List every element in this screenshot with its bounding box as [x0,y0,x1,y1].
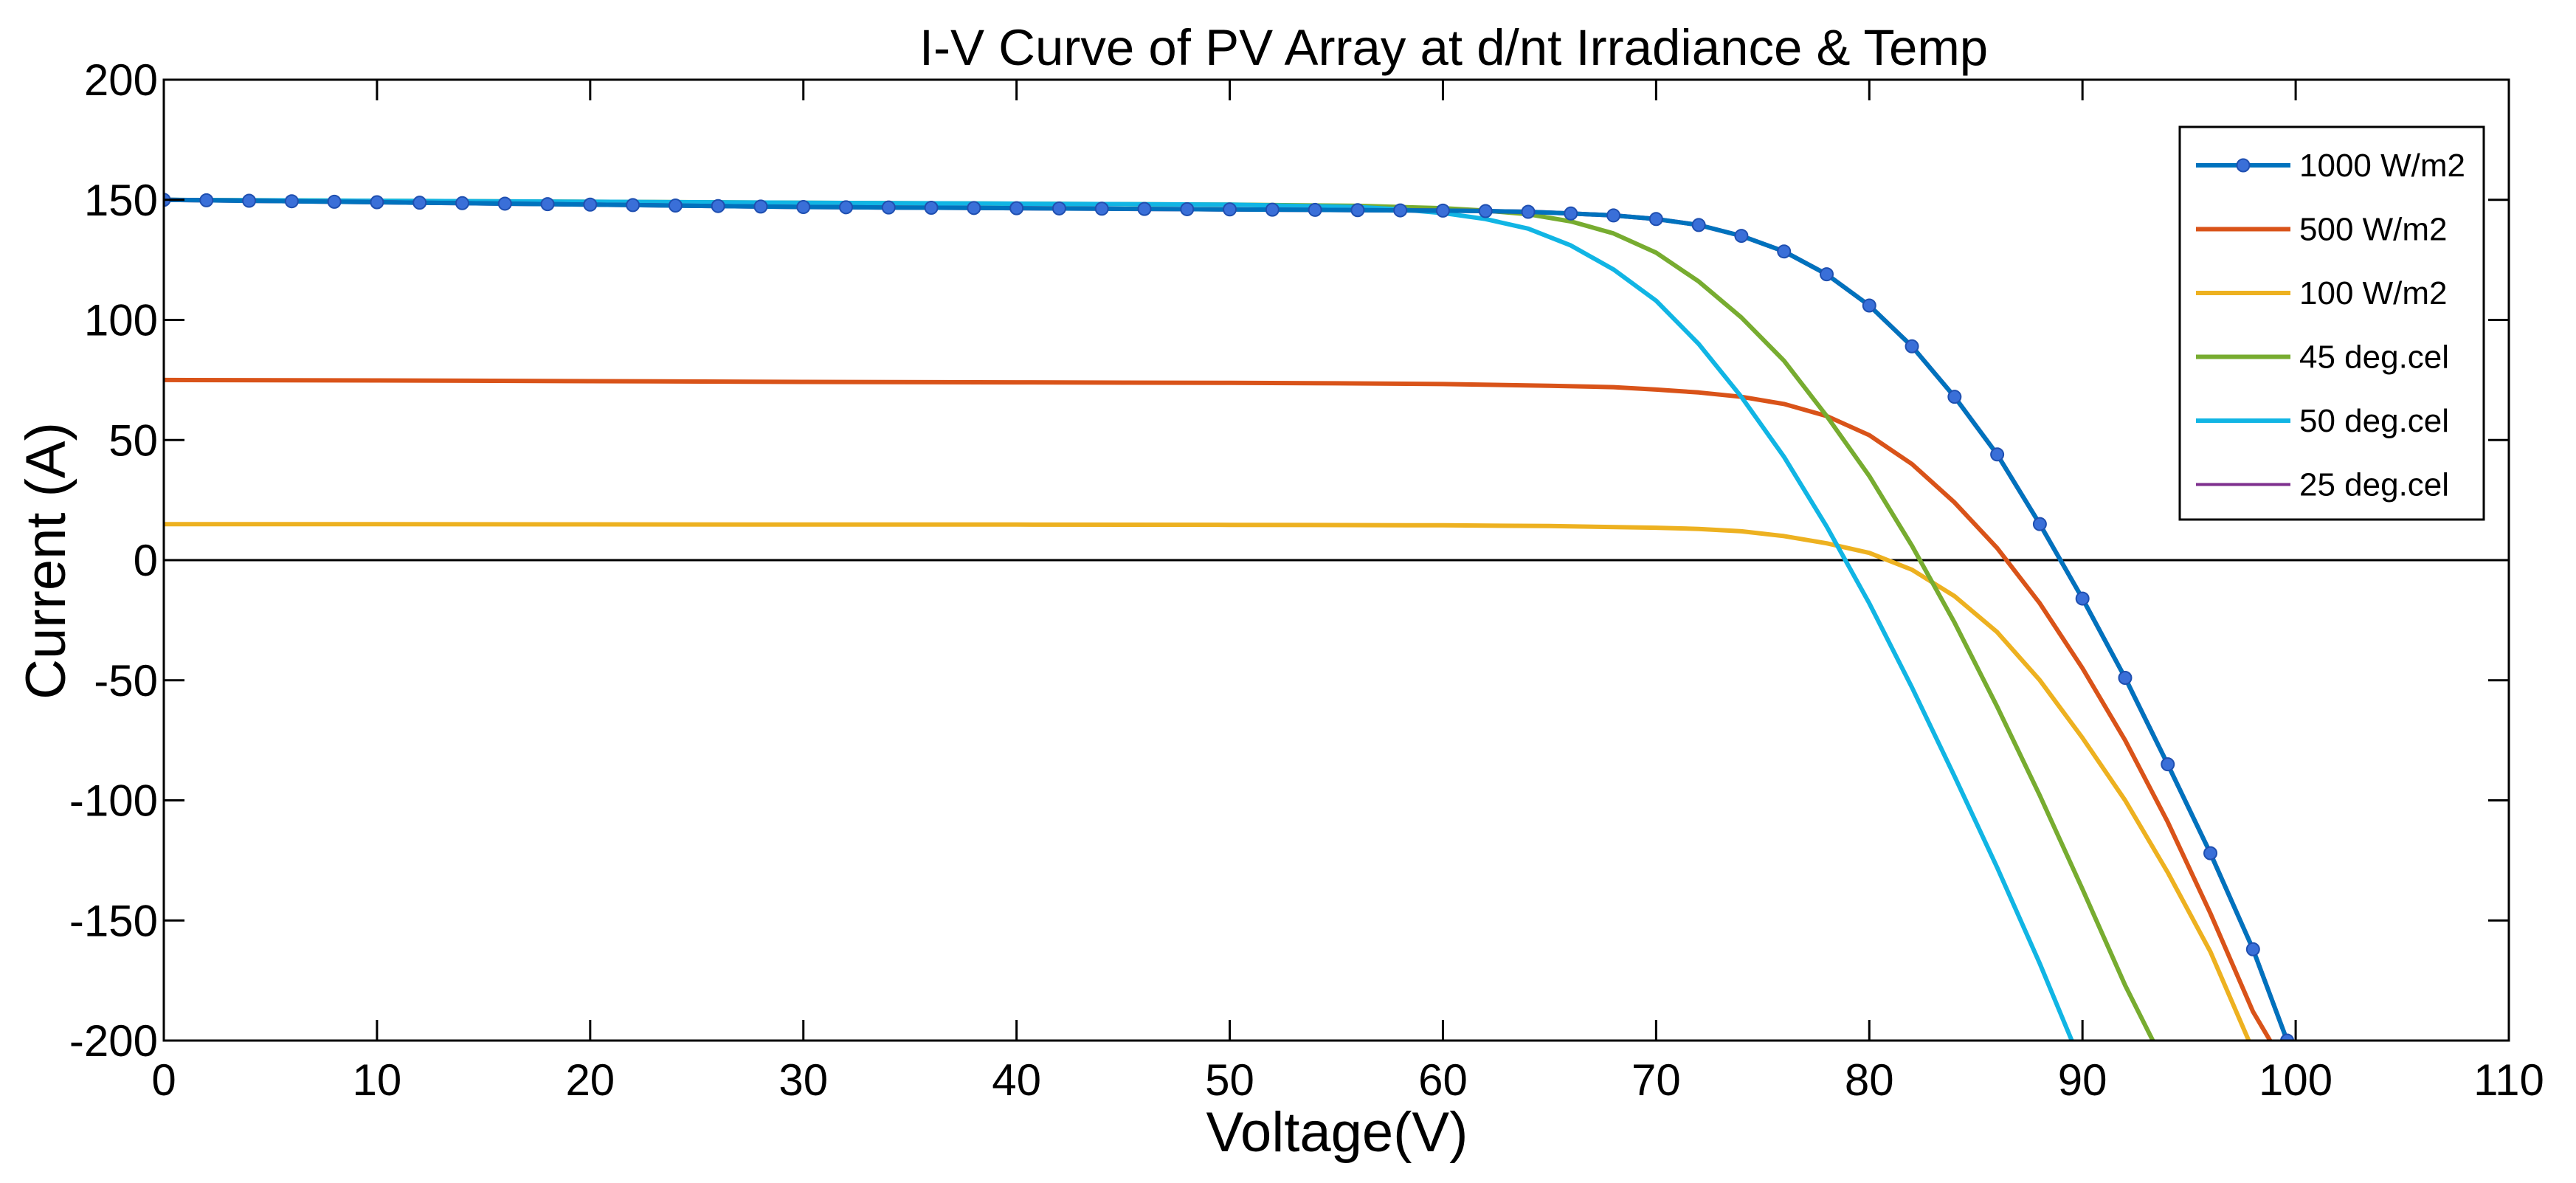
y-axis: -200 -150 -100 -50 0 50 100 150 200 [69,55,2509,1066]
data-point-marker [1777,244,1792,259]
data-point-marker [753,199,768,214]
x-tick-label: 0 [151,1055,176,1105]
data-point-marker [1137,201,1152,216]
data-point-marker [1094,201,1109,216]
x-tick-label: 30 [778,1055,828,1105]
y-tick-label: -200 [69,1016,158,1066]
data-point-marker [626,198,640,213]
data-point-marker [540,197,555,212]
data-point-marker [2203,846,2218,860]
data-point-marker [1648,212,1663,227]
y-tick-label: 100 [84,296,158,345]
legend-label: 1000 W/m2 [2299,148,2465,184]
x-axis-label: Voltage(V) [1206,1101,1468,1164]
data-point-marker [1947,390,1962,404]
legend-marker [2236,158,2251,173]
chart-title: I-V Curve of PV Array at d/nt Irradiance… [919,19,1988,76]
data-point-marker [242,193,257,208]
x-tick-label: 80 [1845,1055,1894,1105]
data-point-marker [2075,591,2090,606]
series-layer [164,193,2295,1041]
data-point-marker [839,200,854,215]
series-line-100-w-m2 [164,522,2251,1041]
data-point-marker [1009,201,1024,215]
x-tick-label: 70 [1631,1055,1681,1105]
series-line-50-deg-cel [164,197,2074,1041]
data-point-marker [1521,204,1536,219]
data-point-marker [1478,204,1493,218]
data-point-marker [1862,298,1876,313]
x-axis: 0 10 20 30 40 50 60 70 80 90 100 110 [151,80,2544,1105]
data-point-marker [1350,203,1365,218]
y-tick-label: -150 [69,896,158,945]
legend-label: 500 W/m2 [2299,212,2448,248]
data-point-marker [1393,203,1408,218]
data-point-marker [1691,218,1706,232]
data-point-marker [412,196,427,210]
data-point-marker [1223,202,1237,217]
data-point-marker [1435,203,1450,218]
x-tick-label: 50 [1205,1055,1254,1105]
series-line-500-w-m2 [164,377,2273,1041]
data-point-marker [1180,201,1195,216]
data-point-marker [668,199,683,213]
data-point-marker [1606,208,1621,223]
data-point-marker [1819,267,1834,282]
data-point-marker [1308,202,1322,217]
x-tick-label: 90 [2058,1055,2107,1105]
data-point-marker [327,194,342,209]
data-point-marker [2118,670,2133,685]
data-point-marker [284,194,299,209]
data-point-marker [711,199,725,213]
data-point-marker [497,196,512,211]
data-point-marker [1905,339,1919,353]
data-point-marker [1564,206,1578,221]
y-tick-label: 200 [84,55,158,105]
data-point-marker [2280,1033,2295,1041]
legend-box [2178,125,2485,521]
x-tick-label: 100 [2259,1055,2332,1105]
data-point-marker [924,200,939,215]
data-point-marker [583,197,598,212]
data-point-marker [2245,942,2260,956]
x-tick-label: 20 [565,1055,615,1105]
data-point-marker [2161,757,2175,772]
y-tick-label: -50 [94,656,158,706]
x-tick-label: 60 [1418,1055,1468,1105]
y-tick-label: 50 [108,415,158,465]
data-point-marker [796,200,811,215]
data-point-marker [455,196,469,210]
data-point-marker [1052,201,1066,215]
data-point-marker [199,193,214,207]
x-tick-label: 10 [353,1055,402,1105]
y-tick-label: -100 [69,776,158,826]
legend-label: 45 deg.cel [2299,339,2449,376]
data-point-marker [1265,202,1280,217]
data-point-marker [2032,517,2047,531]
data-point-marker [967,201,981,215]
legend: 1000 W/m2 500 W/m2 100 W/m2 45 deg.cel 50 de… [2178,125,2485,521]
y-tick-label: 150 [84,176,158,225]
data-point-marker [881,200,896,215]
x-tick-label: 40 [992,1055,1041,1105]
legend-label: 50 deg.cel [2299,403,2449,439]
data-point-marker [1990,447,2005,462]
legend-label: 25 deg.cel [2299,467,2449,503]
data-point-marker [1734,229,1749,244]
legend-label: 100 W/m2 [2299,275,2448,311]
data-point-marker [370,195,384,210]
x-tick-label: 110 [2473,1055,2544,1105]
y-tick-label: 0 [134,536,158,585]
y-axis-label: Current (A) [15,422,77,700]
